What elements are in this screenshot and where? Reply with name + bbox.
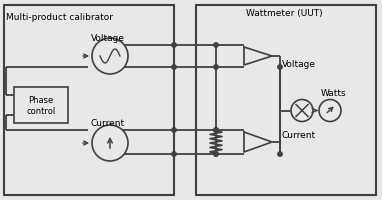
Circle shape: [291, 99, 313, 121]
Text: Watts: Watts: [321, 88, 347, 98]
Circle shape: [214, 65, 218, 69]
Circle shape: [214, 128, 218, 132]
Circle shape: [214, 152, 218, 156]
Polygon shape: [244, 132, 272, 152]
Bar: [196, 5, 376, 195]
Text: Phase
control: Phase control: [26, 96, 56, 116]
Circle shape: [92, 38, 128, 74]
Text: Wattmeter (UUT): Wattmeter (UUT): [246, 9, 322, 18]
Circle shape: [214, 43, 218, 47]
Circle shape: [172, 128, 176, 132]
Circle shape: [172, 65, 176, 69]
Bar: [14, 87, 68, 123]
Circle shape: [278, 65, 282, 69]
Circle shape: [92, 125, 128, 161]
Text: Voltage: Voltage: [91, 34, 125, 43]
Bar: [4, 5, 174, 195]
Circle shape: [214, 152, 218, 156]
Circle shape: [319, 99, 341, 121]
Circle shape: [278, 152, 282, 156]
Text: Voltage: Voltage: [282, 60, 316, 69]
Polygon shape: [244, 47, 272, 65]
Circle shape: [214, 128, 218, 132]
Text: Multi-product calibrator: Multi-product calibrator: [6, 13, 113, 22]
Text: Current: Current: [282, 131, 316, 140]
Circle shape: [172, 152, 176, 156]
Circle shape: [172, 43, 176, 47]
Text: Current: Current: [91, 119, 125, 128]
